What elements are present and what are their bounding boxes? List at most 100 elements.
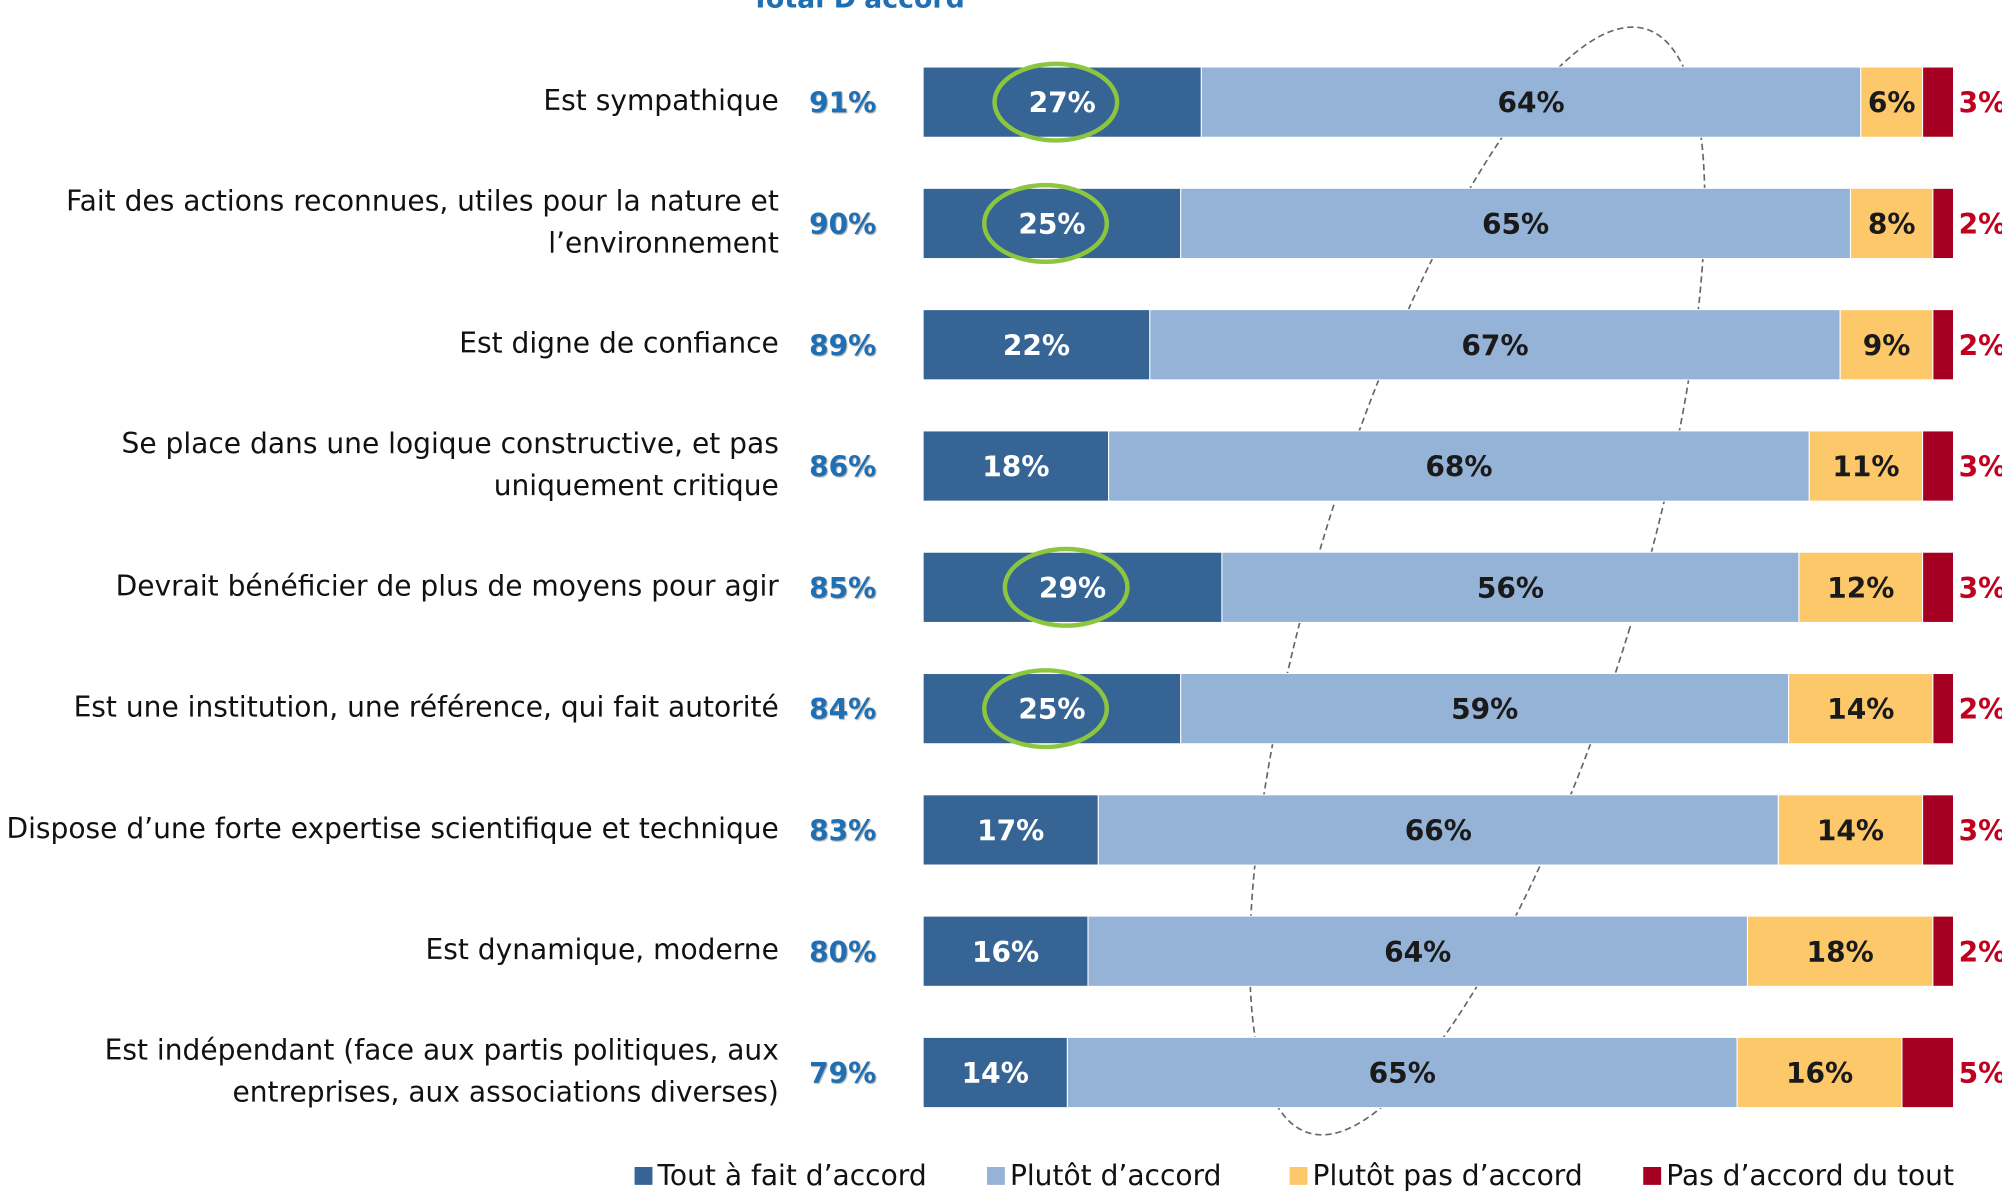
category-label: Est sympathique [543,84,778,117]
highlight-circle [1002,546,1130,628]
value-label: 3% [1959,572,2002,605]
category-label: l’environnement [548,227,779,260]
bar-segment [922,673,1182,745]
category-label: Est dynamique, moderne [425,933,778,966]
category-label: Fait des actions reconnues, utiles pour … [66,184,779,217]
category-label: Est indépendant (face aux partis politiq… [105,1033,779,1066]
value-label: 3% [1959,814,2002,847]
bar-segment [1221,551,1800,623]
legend-label: Tout à fait d’accord [657,1159,927,1192]
bar-segment [922,551,1223,623]
value-label: 2% [1959,936,2002,969]
bar-segment [1777,794,1924,866]
value-label: 59% [1451,693,1518,726]
total-label: 84% [809,693,876,726]
total-label: 90% [809,208,876,241]
value-label: 8% [1868,208,1916,241]
bar-segment [1097,794,1779,866]
value-label: 64% [1384,936,1451,969]
total-label: 91% [809,87,876,120]
bar-segment [1922,66,1955,138]
bar-segment [1922,430,1955,502]
value-label: 14% [1817,814,1884,847]
value-label: 12% [1827,572,1894,605]
legend-label: Plutôt d’accord [1010,1159,1222,1192]
bar-segment [1798,551,1924,623]
value-label: 18% [1807,936,1874,969]
value-label: 67% [1461,329,1528,362]
bar-segment [922,430,1110,502]
total-label: 86% [809,451,876,484]
value-label: 3% [1959,87,2002,120]
bar-segment [922,66,1202,138]
bar-segment [1839,309,1934,381]
category-label: entreprises, aux associations diverses) [232,1076,778,1109]
value-label: 14% [1827,693,1894,726]
bar-segment [922,794,1099,866]
legend-label: Plutôt pas d’accord [1313,1159,1583,1192]
bar-segment [1922,794,1955,866]
bar-segment [1180,673,1790,745]
bar-segment [1922,551,1955,623]
value-label: 2% [1959,693,2002,726]
value-label: 29% [1039,572,1106,605]
bar-segment [1808,430,1924,502]
highlight-circle [982,668,1110,750]
total-header: Total D'accord [751,0,965,15]
value-label: 9% [1863,329,1911,362]
total-label: 89% [809,329,876,362]
bar-segment [1736,1036,1903,1109]
value-label: 5% [1959,1057,2002,1090]
highlight-ellipse [1248,26,1706,1136]
bar-segment [1932,915,1955,987]
legend-label: Pas d’accord du tout [1666,1159,1954,1192]
bar-segment [1932,187,1955,260]
bar-segment [1066,1036,1738,1109]
value-label: 25% [1018,208,1085,241]
highlight-circle [982,182,1110,264]
category-label: Se place dans une logique constructive, … [122,427,779,460]
value-label: 16% [972,936,1039,969]
value-label: 2% [1959,208,2002,241]
bar-segment [922,1036,1068,1109]
total-label: 79% [809,1057,876,1090]
value-label: 65% [1482,208,1549,241]
bar-segment [922,309,1151,381]
highlight-circle [992,61,1120,143]
total-label: 83% [809,814,876,847]
bar-segment [1860,66,1924,138]
value-label: 14% [962,1057,1029,1090]
value-label: 18% [982,451,1049,484]
total-label: 80% [809,936,876,969]
value-label: 17% [977,814,1044,847]
legend-swatch [1289,1166,1308,1185]
value-label: 56% [1477,572,1544,605]
category-label: Est digne de confiance [459,327,779,360]
bar-segment [1901,1036,1955,1109]
legend-swatch [634,1166,653,1185]
value-label: 6% [1868,87,1916,120]
total-label: 85% [809,572,876,605]
value-label: 68% [1425,451,1492,484]
value-label: 22% [1003,329,1070,362]
bar-segment [922,187,1182,260]
bar-segment [922,915,1089,987]
legend-swatch [986,1166,1005,1185]
value-label: 65% [1369,1057,1436,1090]
value-label: 2% [1959,329,2002,362]
value-label: 11% [1832,451,1899,484]
category-label: Est une institution, une référence, qui … [74,691,779,724]
legend-swatch [1643,1166,1662,1185]
value-label: 64% [1497,87,1564,120]
bar-segment [1149,309,1841,381]
bar-segment [1932,309,1955,381]
category-label: Devrait bénéficier de plus de moyens pou… [116,569,780,602]
value-label: 3% [1959,451,2002,484]
chart-body: Total D'accord Est sympathique 91% 27% 64% 6… [6,0,2002,1192]
category-label: Dispose d’une forte expertise scientifiq… [6,812,778,845]
value-label: 66% [1405,814,1472,847]
bar-segment [1087,915,1748,987]
value-label: 25% [1018,693,1085,726]
value-label: 27% [1029,87,1096,120]
